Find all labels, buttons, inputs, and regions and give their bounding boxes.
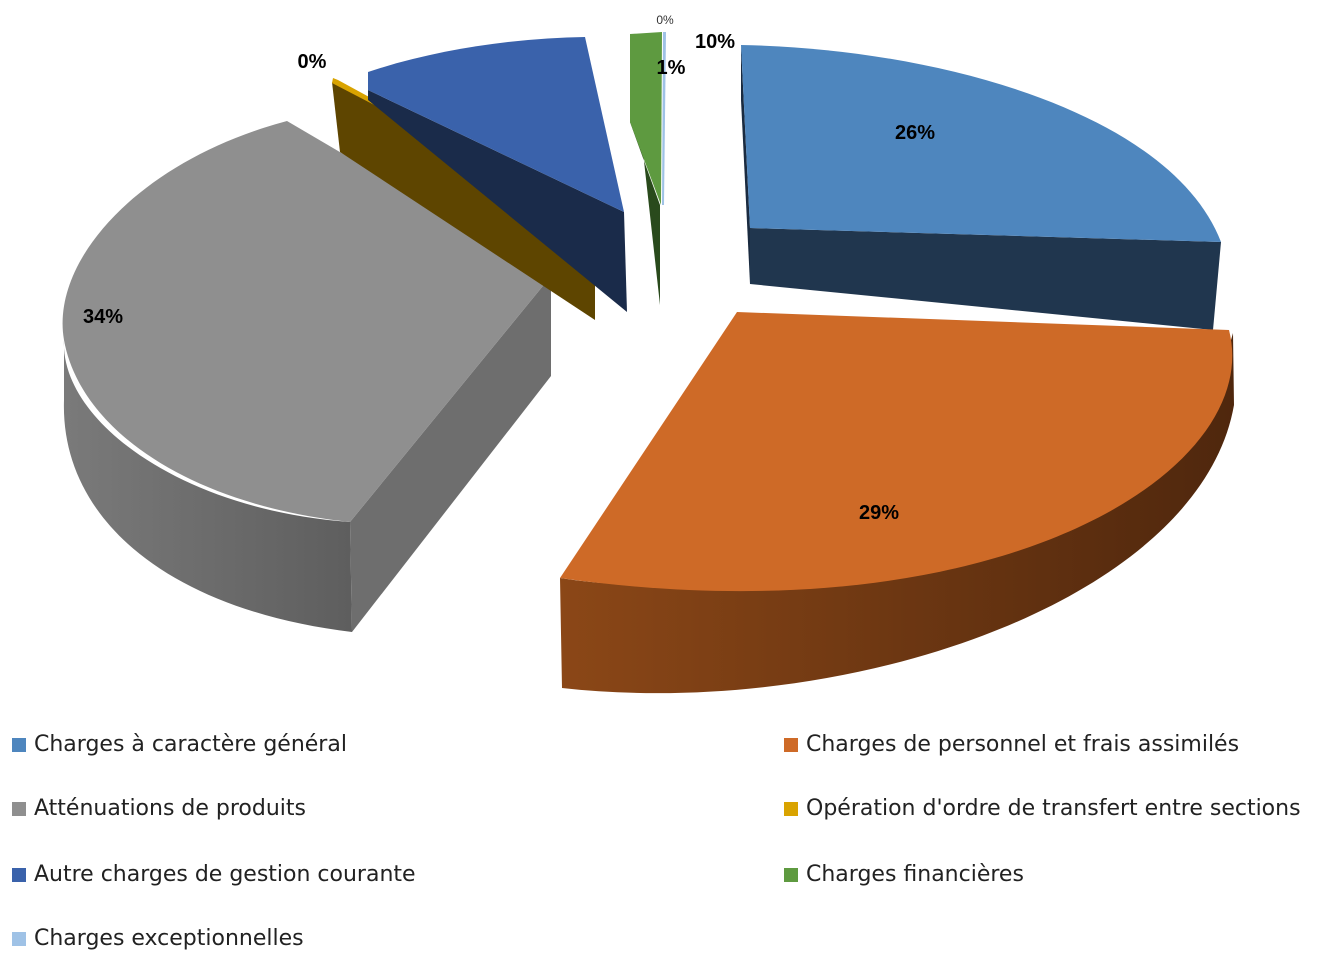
- slice-side-front-attenuations-produits: [63, 340, 352, 632]
- slice-top-charges-personnel: [560, 312, 1233, 592]
- slice-top-charges-exceptionnelles: [662, 32, 666, 205]
- data-label-charges-financieres: 1%: [657, 57, 686, 79]
- slice-side-left-charges-caractere-general: [741, 45, 750, 284]
- slice-side-autre-charges-gestion: [368, 90, 627, 312]
- legend-label: Charges financières: [806, 862, 1024, 887]
- slice-top-charges-financieres: [630, 32, 662, 205]
- legend-item-charges-financieres: Charges financières: [784, 862, 1024, 887]
- legend-label: Autre charges de gestion courante: [34, 862, 416, 887]
- legend-label: Opération d'ordre de transfert entre sec…: [806, 796, 1301, 821]
- slice-attenuations-produits: [62, 121, 552, 632]
- data-label-charges-caractere-general: 26%: [895, 122, 935, 144]
- slice-top-charges-caractere-general: [741, 45, 1221, 242]
- slice-autre-charges-gestion: [368, 37, 627, 312]
- legend-item-charges-exceptionnelles: Charges exceptionnelles: [12, 926, 304, 951]
- legend-label: Charges à caractère général: [34, 732, 347, 757]
- legend-item-attenuations-produits: Atténuations de produits: [12, 796, 306, 821]
- legend-swatch: [12, 931, 26, 946]
- legend-item-autre-charges-gestion: Autre charges de gestion courante: [12, 862, 416, 887]
- slice-charges-caractere-general: [741, 45, 1221, 330]
- slice-top-autre-charges-gestion: [368, 37, 624, 212]
- data-label-charges-personnel: 29%: [859, 502, 899, 524]
- data-label-charges-exceptionnelles: 0%: [656, 13, 674, 27]
- legend-label: Charges de personnel et frais assimilés: [806, 732, 1240, 757]
- slice-charges-personnel: [560, 312, 1234, 694]
- data-label-autre-charges-gestion: 10%: [695, 31, 735, 53]
- legend-swatch: [784, 737, 798, 752]
- slice-charges-financieres: [630, 32, 662, 305]
- legend-swatch: [12, 867, 26, 882]
- legend-swatch: [12, 737, 26, 752]
- legend-item-charges-caractere-general: Charges à caractère général: [12, 732, 347, 757]
- legend-swatch: [12, 801, 26, 816]
- slice-side-operation-ordre: [332, 82, 595, 320]
- legend-label: Charges exceptionnelles: [34, 926, 304, 951]
- legend-item-operation-ordre: Opération d'ordre de transfert entre sec…: [784, 796, 1301, 821]
- legend-swatch: [784, 801, 798, 816]
- legend-label: Atténuations de produits: [34, 796, 307, 821]
- data-label-operation-ordre: 0%: [298, 51, 327, 73]
- slice-side-charges-personnel: [560, 333, 1234, 694]
- slice-top-attenuations-produits: [62, 121, 552, 522]
- slice-side-charges-caractere-general: [750, 228, 1221, 330]
- slice-charges-exceptionnelles: [662, 32, 666, 205]
- slice-side-right-attenuations-produits: [350, 276, 551, 632]
- pie-chart: 26% 29% 34% 0% 10% 1% 0%: [62, 13, 1234, 694]
- data-label-attenuations-produits: 34%: [83, 306, 123, 328]
- legend-swatch: [784, 867, 798, 882]
- legend-item-charges-personnel: Charges de personnel et frais assimilés: [784, 732, 1239, 757]
